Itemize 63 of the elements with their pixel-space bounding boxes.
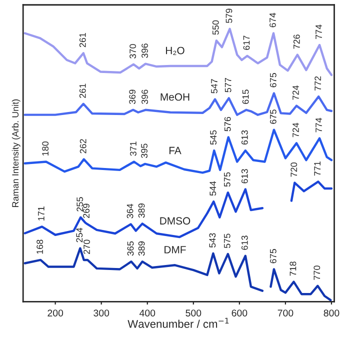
annotation: 396	[142, 44, 148, 58]
annotation: 675	[270, 73, 276, 88]
annotation: 168	[36, 240, 44, 254]
annotation: 262	[80, 139, 86, 154]
series-label: FA	[169, 146, 182, 154]
annotation: 369	[129, 90, 136, 104]
annotation: 389	[138, 241, 145, 256]
annotation: 389	[138, 203, 145, 218]
annotation: 395	[141, 144, 148, 158]
x-axis-title: Wavenumber / cm$^{−1}$	[128, 318, 229, 328]
annotation: 370	[130, 44, 136, 58]
series-label: H₂O	[166, 46, 184, 55]
annotation: 365	[127, 241, 134, 256]
annotation: 577	[224, 78, 232, 92]
annotation: 545	[210, 130, 217, 145]
annotation: 771	[314, 161, 320, 176]
annotation: 180	[42, 141, 49, 156]
annotation: 613	[241, 130, 248, 145]
annotation: 579	[226, 8, 232, 23]
annotation: 724	[292, 85, 299, 100]
x-tick-label: 500	[186, 310, 202, 316]
x-tick-label: 800	[324, 310, 340, 316]
annotation: 726	[293, 34, 300, 49]
annotation: 575	[224, 234, 230, 248]
annotation: 269	[83, 204, 90, 218]
annotation: 576	[224, 116, 231, 132]
annotation: 255	[76, 197, 84, 212]
annotation: 550	[212, 20, 219, 35]
x-tick-label: 600	[232, 310, 248, 316]
annotation: 171	[38, 206, 44, 220]
annotation: 615	[242, 90, 249, 104]
annotation: 396	[142, 90, 148, 104]
annotation: 261	[79, 32, 86, 48]
annotation: 774	[316, 24, 322, 39]
annotation: 543	[209, 233, 216, 248]
annotation: 675	[270, 249, 276, 264]
annotation: 772	[314, 76, 321, 91]
annotation: 547	[211, 79, 218, 94]
annotation: 371	[130, 142, 136, 156]
annotation: 720	[290, 162, 298, 177]
annotation: 675	[270, 110, 276, 124]
annotation: 575	[224, 172, 230, 187]
annotation: 718	[290, 262, 296, 276]
annotation: 270	[84, 240, 90, 254]
y-axis-title: Raman Intensity (Arb. Unit)	[12, 99, 20, 207]
annotation: 617	[243, 36, 250, 50]
x-tick-label: 200	[48, 310, 64, 316]
annotation: 770	[314, 266, 320, 280]
annotation: 774	[316, 118, 322, 132]
x-tick-label: 700	[278, 310, 294, 316]
annotation: 613	[241, 169, 248, 184]
annotation: 261	[79, 84, 86, 98]
annotation: 254	[76, 228, 83, 242]
annotation: 724	[292, 122, 299, 138]
annotation: 674	[270, 12, 276, 28]
series-label: DMF	[164, 246, 186, 254]
annotation: 364	[126, 204, 134, 218]
x-tick-label: 400	[139, 310, 156, 316]
series-label: MeOH	[160, 93, 190, 101]
series-label: DMSO	[160, 217, 190, 225]
annotation: 544	[210, 181, 216, 196]
annotation: 613	[241, 236, 248, 250]
x-tick-label: 300	[94, 310, 110, 316]
